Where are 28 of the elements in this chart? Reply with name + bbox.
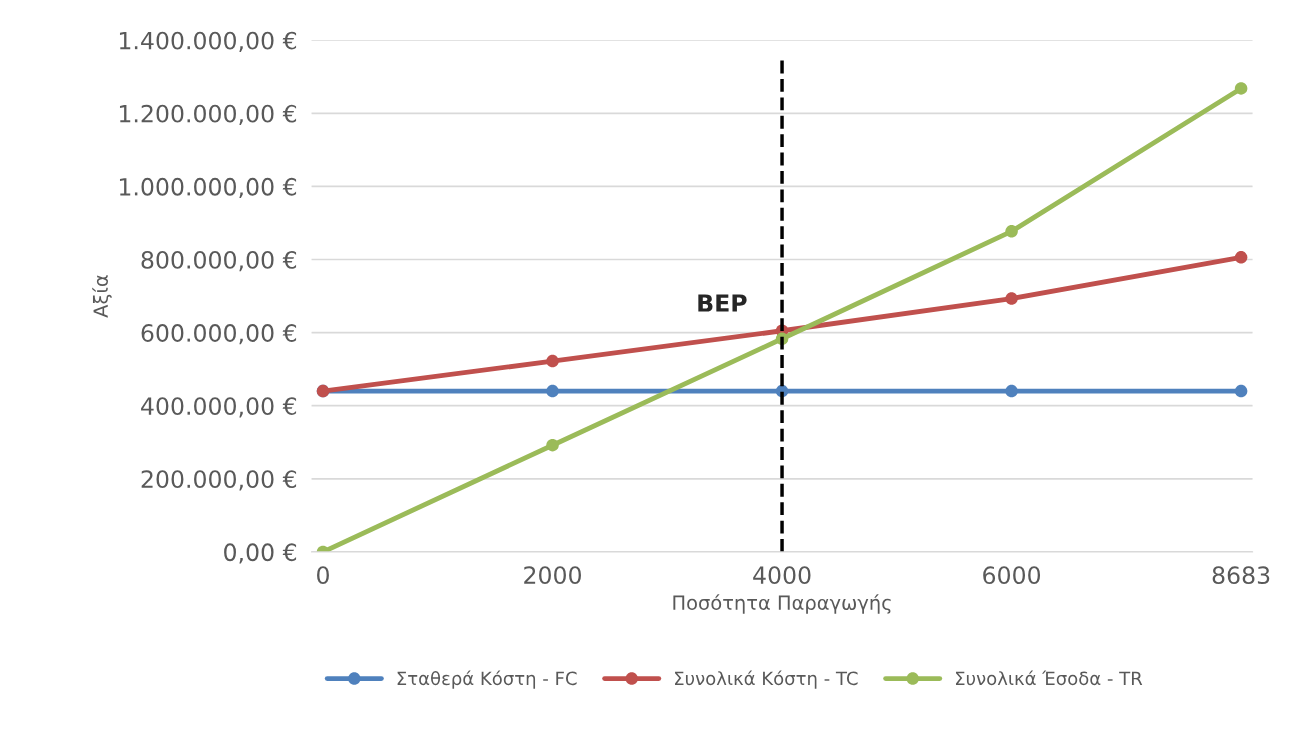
point: [1005, 384, 1018, 398]
point: [546, 384, 559, 398]
legend-label: Συνολικά Κόστη - TC: [675, 670, 858, 689]
y-tick-label: 0,00 €: [224, 543, 297, 564]
legend-label: Σταθερά Κόστη - FC: [397, 670, 577, 689]
point: [1005, 292, 1018, 305]
x-axis-title: Ποσότητα Παραγωγής: [673, 594, 891, 614]
x-tick-label: 8683: [1212, 566, 1270, 585]
y-tick-label: 1.000.000,00 €: [119, 177, 297, 199]
point: [1234, 251, 1248, 264]
point: [546, 354, 559, 368]
y-tick-label: 1.400.000,00 €: [119, 31, 297, 52]
y-axis-title: Αξία: [92, 275, 112, 318]
y-tick-label: 1.200.000,00 €: [119, 104, 297, 126]
x-tick-label: 2000: [524, 566, 581, 585]
legend-label: Συνολικά Έσοδα - TR: [955, 670, 1143, 686]
x-tick-label: 4000: [753, 566, 811, 585]
x-tick-label: 6000: [983, 566, 1041, 585]
y-tick-label: 800.000,00 €: [141, 250, 297, 272]
point: [1234, 82, 1248, 95]
x-tick-label: 0: [317, 566, 329, 585]
ref-line-label: BEP: [698, 294, 747, 312]
point: [546, 438, 559, 452]
point: [1005, 225, 1018, 238]
y-tick-label: 200.000,00 €: [141, 470, 297, 491]
point: [1234, 384, 1248, 398]
y-tick-label: 400.000,00 €: [141, 397, 297, 418]
y-tick-label: 600.000,00 €: [141, 324, 297, 345]
